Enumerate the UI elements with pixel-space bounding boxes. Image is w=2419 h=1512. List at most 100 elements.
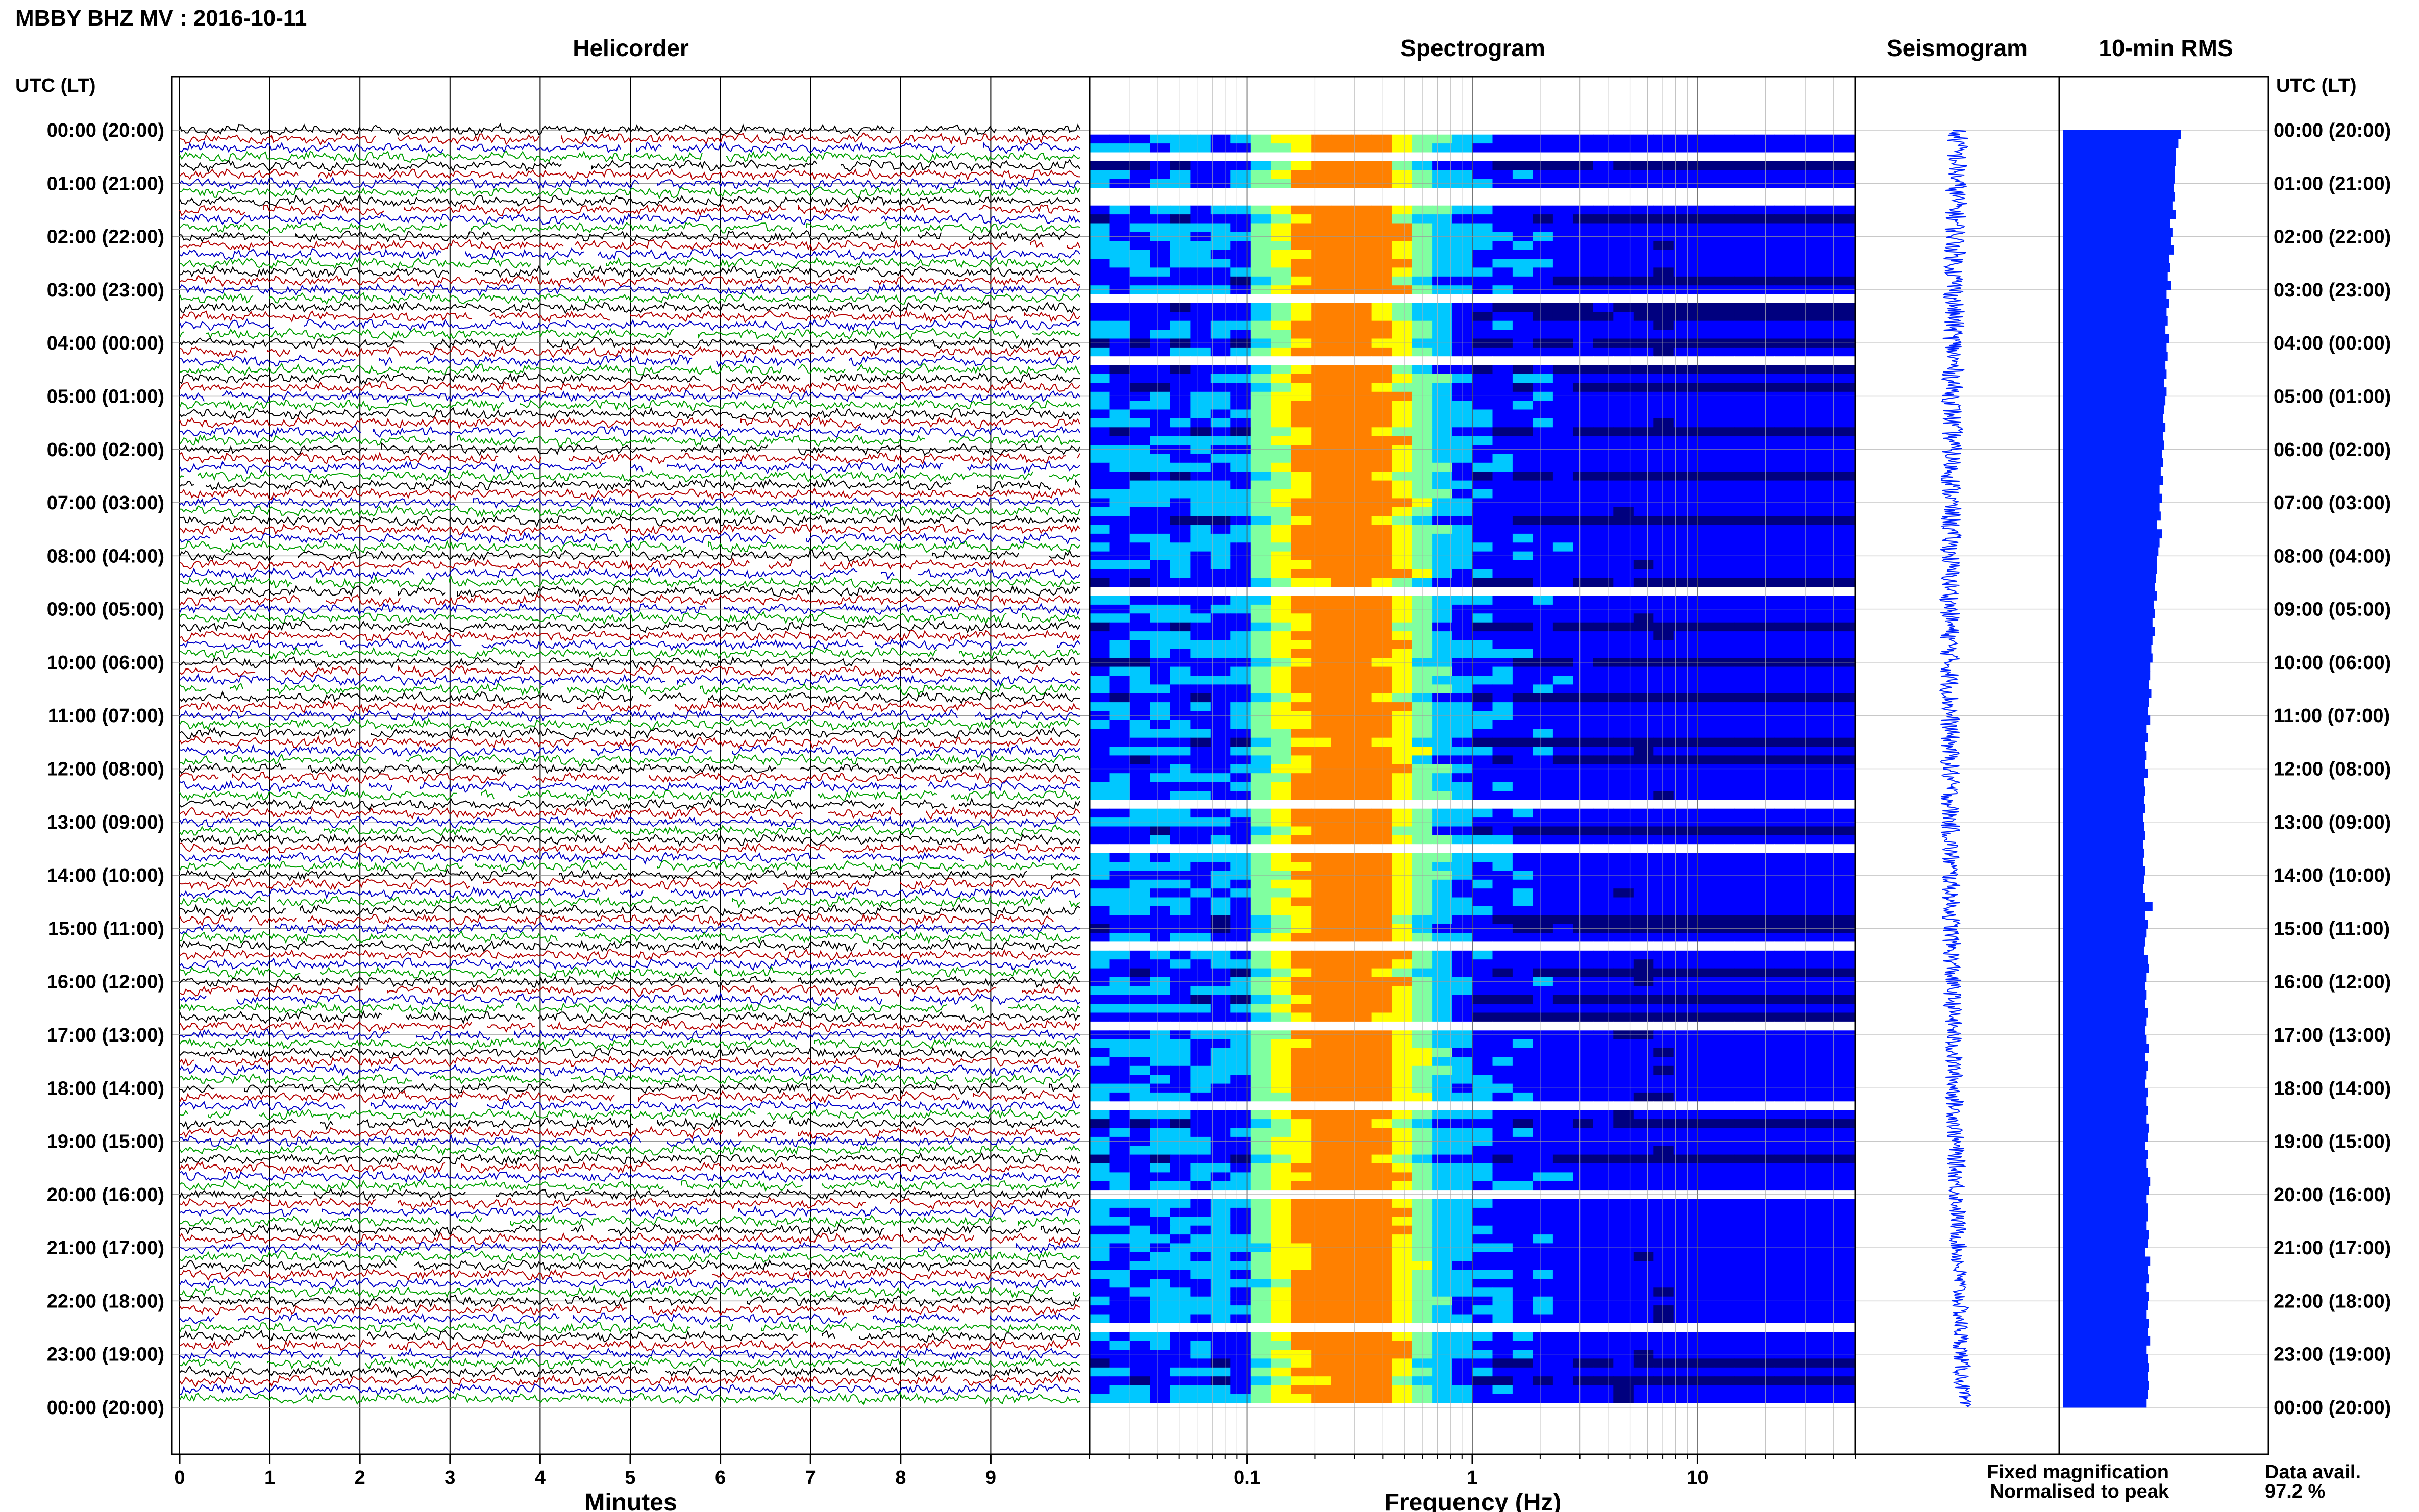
spectrogram-cell (1613, 613, 1634, 623)
spectrogram-cell (1432, 782, 1453, 791)
spectrogram-cell (1311, 418, 1332, 428)
spectrogram-cell (1734, 347, 1755, 357)
spectrogram-cell (1734, 693, 1755, 703)
spectrogram-cell (1392, 294, 1413, 304)
spectrogram-cell (1150, 684, 1171, 694)
spectrogram-cell (1633, 1012, 1654, 1022)
spectrogram-cell (1653, 250, 1674, 259)
spectrogram-cell (1210, 915, 1231, 925)
helicorder-trace-row (179, 930, 1080, 944)
spectrogram-cell (1573, 143, 1594, 153)
spectrogram-cell (1492, 1057, 1513, 1067)
spectrogram-cell (1472, 507, 1493, 516)
spectrogram-cell (1250, 676, 1271, 685)
spectrogram-cell (1673, 320, 1694, 330)
spectrogram-cell (1331, 1128, 1352, 1137)
spectrogram-cell (1512, 587, 1533, 596)
spectrogram-cell (1552, 995, 1573, 1004)
spectrogram-cell (1291, 409, 1312, 419)
spectrogram-cell (1774, 1154, 1795, 1164)
spectrogram-cell (1653, 330, 1674, 339)
spectrogram-cell (1472, 241, 1493, 251)
spectrogram-cell (1754, 649, 1775, 658)
spectrogram-row (1090, 569, 1856, 579)
spectrogram-cell (1815, 897, 1836, 907)
spectrogram-cell (1573, 986, 1594, 996)
spectrogram-cell (1311, 188, 1332, 197)
spectrogram-cell (1432, 303, 1453, 312)
spectrogram-cell (1452, 888, 1473, 898)
spectrogram-cell (1311, 773, 1332, 782)
spectrogram-cell (1815, 1128, 1836, 1137)
spectrogram-cell (1673, 436, 1694, 445)
spectrogram-cell (1432, 1110, 1453, 1120)
spectrogram-cell (1734, 533, 1755, 543)
spectrogram-cell (1230, 480, 1251, 490)
spectrogram-cell (1250, 170, 1271, 179)
spectrogram-cell (1250, 826, 1271, 836)
spectrogram-cell (1271, 676, 1292, 685)
spectrogram-cell (1835, 1075, 1856, 1084)
spectrogram-cell (1250, 320, 1271, 330)
spectrogram-cell (1714, 596, 1735, 605)
spectrogram-cell (1613, 1021, 1634, 1031)
spectrogram-cell (1653, 950, 1674, 960)
helicorder-trace-row (179, 328, 1080, 341)
spectrogram-cell (1492, 1101, 1513, 1111)
spectrogram-cell (1512, 250, 1533, 259)
spectrogram-cell (1613, 1163, 1634, 1173)
spectrogram-cell (1593, 1065, 1614, 1075)
spectrogram-cell (1351, 1057, 1372, 1067)
spectrogram-cell (1774, 791, 1795, 800)
spectrogram-cell (1653, 214, 1674, 224)
spectrogram-cell (1129, 188, 1150, 197)
spectrogram-cell (1673, 516, 1694, 525)
time-label-left: 04:00 (00:00) (47, 333, 164, 354)
spectrogram-cell (1392, 418, 1413, 428)
spectrogram-cell (1754, 879, 1775, 889)
helicorder-trace-row (179, 336, 1080, 350)
spectrogram-cell (1734, 418, 1755, 428)
spectrogram-cell (1129, 525, 1150, 534)
spectrogram-cell (1250, 915, 1271, 925)
spectrogram-cell (1291, 933, 1312, 942)
spectrogram-cell (1230, 356, 1251, 365)
spectrogram-cell (1734, 676, 1755, 685)
spectrogram-cell (1170, 666, 1191, 676)
spectrogram-cell (1815, 542, 1836, 552)
helicorder-trace-row (179, 797, 1080, 811)
spectrogram-cell (1774, 542, 1795, 552)
spectrogram-cell (1653, 747, 1674, 756)
spectrogram-row (1090, 533, 1856, 543)
spectrogram-cell (1552, 241, 1573, 251)
spectrogram-cell (1291, 747, 1312, 756)
spectrogram-cell (1129, 152, 1150, 162)
spectrogram-cell (1774, 941, 1795, 951)
helicorder-trace-row (179, 265, 1080, 279)
spectrogram-cell (1250, 791, 1271, 800)
spectrogram-cell (1533, 507, 1553, 516)
spectrogram-cell (1754, 995, 1775, 1004)
spectrogram-cell (1653, 968, 1674, 978)
spectrogram-cell (1392, 1101, 1413, 1111)
spectrogram-cell (1291, 303, 1312, 312)
spectrogram-row (1090, 906, 1856, 915)
spectrogram-cell (1774, 196, 1795, 206)
spectrogram-cell (1835, 950, 1856, 960)
spectrogram-cell (1371, 941, 1392, 951)
spectrogram-cell (1311, 613, 1332, 623)
spectrogram-cell (1452, 383, 1473, 392)
spectrogram-cell (1714, 808, 1735, 818)
spectrogram-cell (1633, 702, 1654, 711)
spectrogram-row (1090, 755, 1856, 765)
spectrogram-cell (1351, 525, 1372, 534)
spectrogram-cell (1210, 1163, 1231, 1173)
spectrogram-cell (1090, 330, 1110, 339)
spectrogram-cell (1734, 1004, 1755, 1013)
spectrogram-cell (1190, 747, 1211, 756)
spectrogram-cell (1129, 959, 1150, 969)
spectrogram-cell (1472, 365, 1493, 375)
spectrogram-cell (1774, 906, 1795, 915)
spectrogram-cell (1492, 755, 1513, 765)
spectrogram-cell (1371, 409, 1392, 419)
